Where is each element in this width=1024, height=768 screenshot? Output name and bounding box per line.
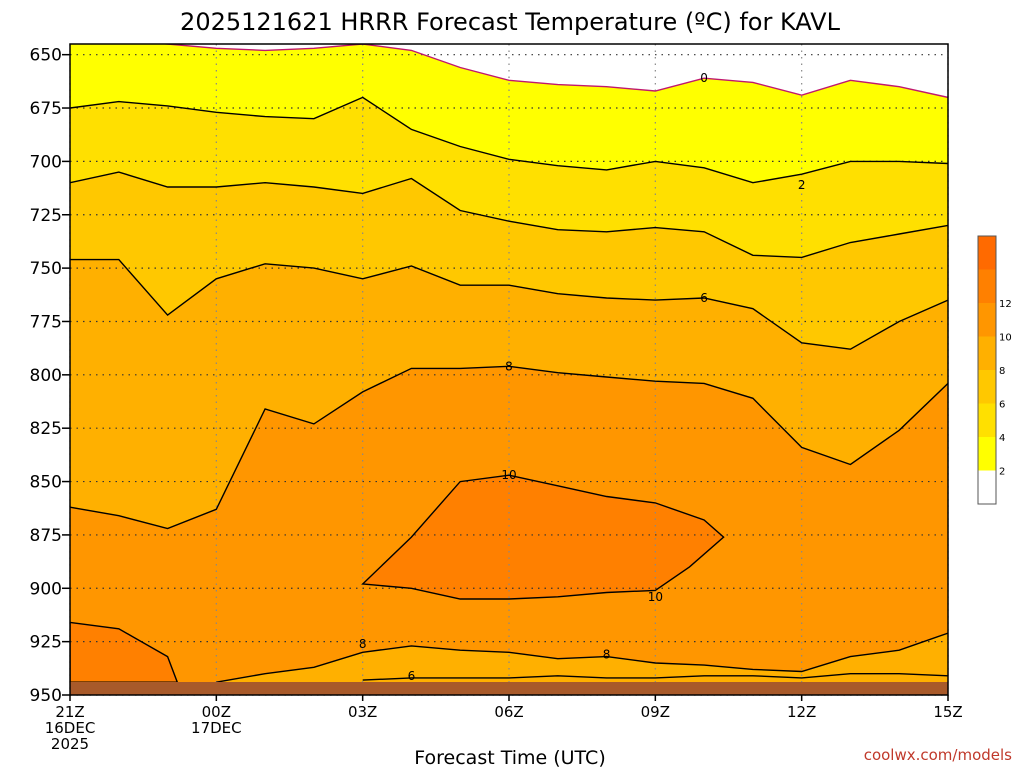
x-tick-line-1-1: 17DEC <box>191 719 242 737</box>
colorbar-swatch-6 <box>978 269 996 303</box>
contour-label-0: 0 <box>700 71 708 85</box>
x-tick-line-0-2: 2025 <box>51 735 89 753</box>
contour-line-6-8 <box>362 673 948 681</box>
colorbar-tick-2: 2 <box>999 467 1005 478</box>
fill-near-surface-6 <box>216 633 948 695</box>
x-tick-label-1: 00Z 17DEC <box>191 703 242 737</box>
x-tick-line-1-0: 00Z <box>202 703 231 721</box>
x-axis-label: Forecast Time (UTC) <box>414 747 605 768</box>
contour-line-10-6 <box>70 621 179 683</box>
colorbar-frame <box>977 235 997 505</box>
colorbar-tick-8: 8 <box>999 366 1005 377</box>
x-tick-label-6: 15Z <box>933 703 962 721</box>
chart-title: 2025121621 HRRR Forecast Temperature (ºC… <box>180 8 841 36</box>
x-tick-label-2: 03Z <box>348 703 377 721</box>
contour-label-7: 8 <box>603 647 611 661</box>
x-tick-label-5: 12Z <box>787 703 816 721</box>
contour-line-8-7 <box>216 632 948 683</box>
contour-label-5: 10 <box>648 590 663 604</box>
fill-cell-10-1 <box>70 622 178 683</box>
x-tick-label-0: 21Z 16DEC 2025 <box>45 703 96 753</box>
x-tick-line-0-1: 16DEC <box>45 719 96 737</box>
y-tick-label-650: 650 <box>30 46 62 66</box>
contour-line-layer <box>70 44 948 683</box>
x-tick-line-6-0: 15Z <box>933 703 962 721</box>
contour-line-4-2 <box>70 171 948 259</box>
colorbar-swatch-1 <box>978 437 996 471</box>
y-tick-label-925: 925 <box>30 633 62 653</box>
contour-line-8-4 <box>70 365 948 530</box>
contour-label-1: 2 <box>798 178 806 192</box>
y-tick-label-850: 850 <box>30 473 62 493</box>
colorbar-swatch-0 <box>978 470 996 504</box>
contour-line-2-1 <box>70 96 948 184</box>
contour-label-8: 6 <box>408 669 416 683</box>
colorbar-swatch-5 <box>978 303 996 337</box>
contour-line-6-3 <box>70 258 948 350</box>
y-tick-label-950: 950 <box>30 686 62 706</box>
x-tick-line-5-0: 12Z <box>787 703 816 721</box>
y-tick-label-875: 875 <box>30 526 62 546</box>
contour-label-6: 8 <box>359 637 367 651</box>
x-axis: 21Z 16DEC 2025 00Z 17DEC 03Z 06Z 09Z 12Z 15Z <box>45 695 963 753</box>
y-tick-label-800: 800 <box>30 366 62 386</box>
colorbar-swatch-7 <box>978 236 996 270</box>
y-tick-label-750: 750 <box>30 259 62 279</box>
colorbar-tick-10: 10 <box>999 333 1012 344</box>
y-tick-label-700: 700 <box>30 152 62 172</box>
x-tick-label-3: 06Z <box>494 703 523 721</box>
y-tick-label-775: 775 <box>30 312 62 332</box>
credit-text: coolwx.com/models <box>864 746 1012 764</box>
x-tick-label-4: 09Z <box>641 703 670 721</box>
colorbar-swatch-3 <box>978 370 996 404</box>
x-tick-line-2-0: 03Z <box>348 703 377 721</box>
contour-label-4: 10 <box>501 468 516 482</box>
fill-cell-10-0 <box>362 475 724 599</box>
colorbar: 2 4 6 8 10 12 <box>977 235 1012 505</box>
colorbar-swatch-2 <box>978 403 996 437</box>
y-tick-label-675: 675 <box>30 99 62 119</box>
colorbar-tick-4: 4 <box>999 433 1005 444</box>
ground-bar <box>70 682 948 695</box>
contour-line-10-5 <box>361 474 725 600</box>
y-tick-label-825: 825 <box>30 419 62 439</box>
contour-line-0-0 <box>159 44 948 99</box>
contour-label-layer: 0 2 6 8 10 10 8 8 6 <box>359 71 806 683</box>
colorbar-tick-6: 6 <box>999 400 1005 411</box>
contour-label-3: 8 <box>505 359 513 373</box>
y-tick-label-900: 900 <box>30 579 62 599</box>
x-tick-line-0-0: 21Z <box>55 703 84 721</box>
colorbar-swatch-4 <box>978 336 996 370</box>
y-tick-label-725: 725 <box>30 206 62 226</box>
y-axis: 650 675 700 725 750 775 800 825 850 875 900 925 950 <box>30 46 70 706</box>
x-tick-line-3-0: 06Z <box>494 703 523 721</box>
colorbar-tick-12: 12 <box>999 299 1012 310</box>
x-tick-line-4-0: 09Z <box>641 703 670 721</box>
contour-label-2: 6 <box>700 291 708 305</box>
